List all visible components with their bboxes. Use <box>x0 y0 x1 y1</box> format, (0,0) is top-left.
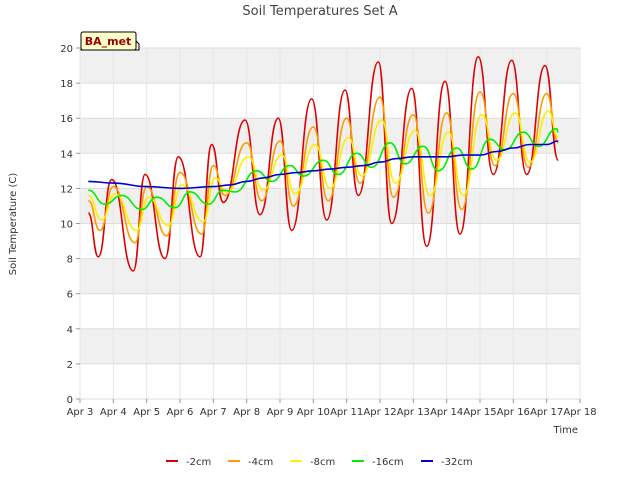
legend-label: -2cm <box>186 457 211 468</box>
x-axis-label: Time <box>553 425 578 436</box>
x-tick-label: Apr 10 <box>297 407 330 418</box>
legend-label: -16cm <box>372 457 404 468</box>
legend-label: -8cm <box>310 457 335 468</box>
legend-item: -16cm <box>352 457 404 468</box>
series-line-8cm <box>87 110 559 232</box>
legend: -2cm -4cm -8cm -16cm -32cm <box>166 457 473 468</box>
y-tick-label: 10 <box>60 220 73 231</box>
site-label: BA_met <box>85 35 132 48</box>
series-lines <box>87 55 560 272</box>
x-grid <box>79 48 581 399</box>
plot-area <box>79 47 581 400</box>
x-tick-label: Apr 14 <box>430 407 463 418</box>
x-tick-label: Apr 15 <box>463 407 496 418</box>
x-tick-label: Apr 12 <box>363 407 396 418</box>
y-tick-label: 16 <box>60 114 73 125</box>
x-tick-label: Apr 7 <box>200 407 227 418</box>
y-tick-label: 4 <box>67 325 73 336</box>
x-tick-label: Apr 11 <box>330 407 363 418</box>
grid-band <box>80 258 580 294</box>
y-tick-label: 14 <box>60 149 73 160</box>
x-tick-label: Apr 4 <box>100 407 127 418</box>
x-tick-label: Apr 16 <box>497 407 530 418</box>
series-line-16cm <box>88 127 559 211</box>
grid-band <box>80 188 580 224</box>
y-axis-label: Soil Temperature (C) <box>8 173 19 276</box>
site-label-box: BA_met <box>80 31 140 51</box>
legend-item: -32cm <box>421 457 473 468</box>
legend-item: -8cm <box>290 457 335 468</box>
y-tick-label: 12 <box>60 184 73 195</box>
x-tick-label: Apr 17 <box>530 407 563 418</box>
x-tick-label: Apr 5 <box>133 407 160 418</box>
y-axis-ticks: 0 2 4 6 8 10 12 14 16 18 20 <box>60 44 80 406</box>
x-tick-label: Apr 8 <box>233 407 260 418</box>
grid-band <box>80 118 580 154</box>
chart-title: Soil Temperatures Set A <box>242 4 397 19</box>
legend-item: -2cm <box>166 457 211 468</box>
grid-bands <box>80 48 580 364</box>
y-tick-label: 6 <box>67 290 73 301</box>
x-tick-label: Apr 9 <box>267 407 294 418</box>
y-tick-label: 18 <box>60 79 73 90</box>
x-tick-label: Apr 13 <box>397 407 430 418</box>
grid-band <box>80 48 580 84</box>
legend-item: -4cm <box>228 457 273 468</box>
series-line-32cm <box>88 140 559 190</box>
legend-label: -32cm <box>441 457 473 468</box>
y-tick-label: 0 <box>67 395 73 406</box>
x-tick-label: Apr 3 <box>67 407 94 418</box>
y-tick-label: 8 <box>67 255 73 266</box>
grid-band <box>80 328 580 364</box>
x-tick-label: Apr 18 <box>563 407 596 418</box>
x-tick-label: Apr 6 <box>167 407 194 418</box>
x-axis-ticks: Apr 3 Apr 4 Apr 5 Apr 6 Apr 7 Apr 8 Apr 9 Apr 1… <box>67 399 597 418</box>
legend-label: -4cm <box>248 457 273 468</box>
y-tick-label: 2 <box>67 360 73 371</box>
y-tick-label: 20 <box>60 44 73 55</box>
